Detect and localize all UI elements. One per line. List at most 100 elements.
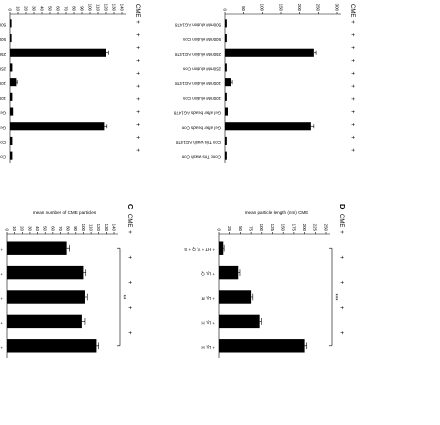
panel-b-category-label: Conc Tris wash Con	[181, 155, 221, 160]
panel-c-ytick-label: 120	[96, 224, 101, 232]
panel-d-row-marker: +	[338, 281, 344, 285]
panel-c-bar	[6, 265, 84, 280]
panel-a-ytick-label: 80	[71, 6, 76, 11]
panel-b-header: CME	[349, 4, 355, 17]
panel-d-ytick-label: 100	[259, 224, 264, 232]
panel-b-category-label: 100mM elution Con	[182, 96, 221, 101]
panel-b-category-label: 100mM elution AG1478	[175, 81, 221, 86]
panel-a-category-label: Con Tris wash AG1478	[0, 140, 6, 145]
panel-d-bar	[219, 314, 260, 329]
panel-b-category-label: Gel after beads Con	[181, 125, 221, 130]
panel-a-category-label: 250mM elution AG1478	[0, 52, 6, 57]
panel-b-ytick-label: 0	[222, 9, 227, 12]
panel-b-ytick-label: 250	[316, 4, 321, 12]
panel-a-ytick-label: 100	[87, 4, 92, 12]
panel-a-bar	[10, 136, 13, 145]
panel-c-ytick-label: 140	[111, 224, 116, 232]
panel-c: C CME + + + + +0 10 20 30 40 50 60 70 80 90 100 110 120 130…	[0, 204, 135, 358]
panel-b-category-label: 500mM elution Con	[182, 37, 221, 42]
panel-d-category-label: + Ly, H	[201, 320, 215, 325]
panel-a-bar	[9, 122, 105, 131]
panel-b-row-marker: +	[349, 148, 355, 152]
panel-d-category-label: + HT + Y, Q + S	[184, 247, 215, 252]
panel-d-row-marker: +	[338, 306, 344, 310]
panel-a-category-label: Conc Tris wash Con	[0, 155, 6, 160]
panel-a-header: CME	[134, 4, 140, 17]
panel-d-ytick-label: 150	[281, 224, 286, 232]
panel-a-ytick-label: 40	[39, 6, 44, 11]
panel-d-ytick-label: 175	[291, 224, 296, 232]
panel-a-ytick-label: 70	[63, 6, 68, 11]
panel-a-ytick-label: 60	[55, 6, 60, 11]
panel-a-ytick-label: 130	[111, 4, 116, 12]
panel-c-bar	[7, 339, 97, 353]
panel-b-ytick-label: 150	[278, 4, 283, 12]
panel-c-ytick-label: 70	[58, 226, 63, 231]
panel-b-ytick-label: 200	[297, 4, 302, 12]
panel-a-ytick-label: 10	[15, 6, 20, 11]
panel-c-ylabel: mean number of CME particles	[33, 210, 97, 215]
panel-d-category-label: + Ly, R	[201, 296, 215, 301]
panel-c-category-label: + Ly, R	[0, 296, 3, 301]
panel-b-row-marker: +	[349, 136, 355, 140]
panel-c-ytick-label: 30	[27, 226, 32, 231]
panel-a-ytick-label: 140	[119, 4, 124, 12]
panel-b-row-marker: +	[349, 33, 355, 37]
panel-c-significance-label: **	[120, 295, 126, 300]
panel-a-bar	[10, 63, 13, 72]
panel-a-ytick-label: 50	[47, 6, 52, 11]
panel-a-bar	[10, 92, 13, 101]
panel-d-bar	[219, 339, 305, 353]
panel-c-ytick-label: 90	[73, 226, 78, 231]
panel-d-ytick-label: 225	[313, 224, 318, 232]
panel-d-row-marker: +	[338, 230, 344, 234]
panel-d-significance-label: ***	[332, 293, 338, 301]
panel-c-bar	[7, 314, 82, 329]
panel-b-row-marker: +	[349, 46, 355, 50]
panel-a-row-marker: +	[134, 72, 140, 76]
panel-c-header: CME	[126, 214, 132, 227]
panel-b: BCME+++++++++++050100150200250300mean pa…	[173, 4, 355, 163]
panel-b-bar	[225, 19, 227, 28]
panel-d-category-label: + Ly, Q	[201, 272, 215, 277]
panel-a-ytick-label: 110	[95, 4, 100, 12]
panel-c-category-label: + Ly, H	[0, 345, 3, 350]
panel-c-bar	[6, 290, 85, 304]
panel-a-category-label: 500mM elution AG1478	[0, 22, 6, 27]
panel-c-ytick-label: 130	[104, 224, 109, 232]
panel-c-category-label: + Ly, H	[0, 320, 3, 325]
panel-d-ytick-label: 250	[323, 224, 328, 232]
panel-b-category-label: 250mM elution AG1478	[175, 52, 221, 57]
panel-c-row-marker: +	[126, 331, 132, 335]
panel-b-category-label: Con Tris wash AG1478	[176, 140, 221, 145]
panel-b-bar	[225, 78, 231, 87]
panel-b-row-marker: +	[349, 110, 355, 114]
panel-b-ytick-label: 100	[260, 4, 265, 12]
panel-a-bar	[9, 107, 14, 116]
panel-b-row-marker: +	[349, 84, 355, 88]
panel-b-category-label: Gel after beads AG1478	[173, 111, 221, 116]
panel-a-category-label: 250mM elution Con	[0, 66, 6, 71]
panel-a-row-marker: +	[134, 46, 140, 50]
panel-b-row-marker: +	[349, 20, 355, 24]
panel-c-bar	[7, 241, 67, 255]
panel-c-ytick-label: 10	[12, 226, 17, 231]
panel-b-row-marker: +	[349, 72, 355, 76]
panel-a-row-marker: +	[134, 110, 140, 114]
panel-c-category-label: + Ly, Q	[0, 272, 3, 277]
panel-a-ytick-label: 90	[79, 6, 84, 11]
panel-a-row-marker: +	[134, 148, 140, 152]
panel-d-ytick-label: 200	[302, 224, 307, 232]
panel-d-row-marker: +	[338, 255, 344, 259]
panel-a-ytick-label: 20	[23, 6, 28, 11]
panel-b-bar	[225, 48, 314, 57]
panel-a-category-label: Gel after beads Con	[0, 125, 6, 130]
panel-b-row-marker: +	[349, 59, 355, 63]
panel-c-row-marker: +	[126, 306, 132, 310]
panel-d-ytick-label: 75	[249, 226, 254, 231]
panel-a-bar	[9, 34, 12, 43]
panel-d-bar	[219, 265, 239, 280]
panel-b-bar	[225, 92, 227, 101]
panel-d-category-label: + Ly, H	[201, 345, 215, 350]
